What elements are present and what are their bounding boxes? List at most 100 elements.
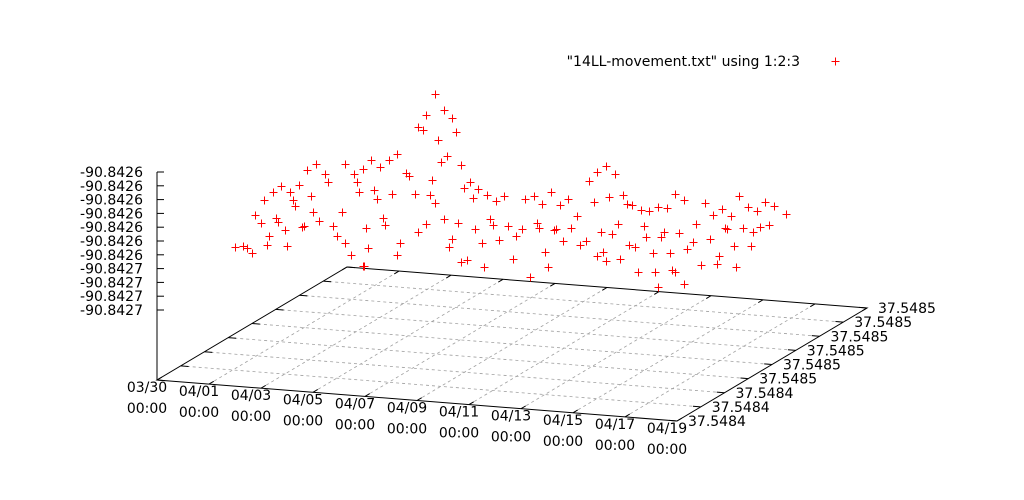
data-point-plus (460, 184, 469, 193)
data-point-plus (680, 196, 689, 205)
data-point-plus (597, 228, 606, 237)
data-point-plus (593, 252, 602, 261)
data-point-plus (272, 214, 281, 223)
data-point-plus (651, 268, 660, 277)
data-point-plus (422, 111, 431, 120)
data-point-plus (277, 182, 286, 191)
data-point-plus (721, 224, 730, 233)
z-tick-label: -90.8427 (80, 275, 143, 291)
x-tick-label: 00:00 (231, 409, 271, 425)
data-point-plus (362, 224, 371, 233)
data-point-plus (749, 228, 758, 237)
x-tick (364, 393, 371, 397)
data-point-plus (602, 257, 611, 266)
data-point-plus (388, 190, 397, 199)
x-tick-label: 04/03 (231, 388, 271, 404)
x-tick-mirror (497, 278, 504, 283)
data-point-plus (608, 230, 617, 239)
data-point-plus (286, 188, 295, 197)
data-point-plus (730, 242, 739, 251)
data-point-plus (649, 249, 658, 258)
data-point-plus (706, 235, 715, 244)
data-point-plus (307, 192, 316, 201)
data-point-plus (701, 199, 710, 208)
x-tick-label: 04/15 (543, 413, 583, 429)
data-point-plus (283, 242, 292, 251)
data-point-plus (582, 237, 591, 246)
data-point-plus (437, 158, 446, 167)
data-point-plus (265, 232, 274, 241)
tick-labels: 03/30 00:00 04/01 00:00 04/03 00:00 04/05 00:00… (80, 165, 936, 458)
x-tick (312, 389, 319, 393)
data-point-plus (347, 251, 356, 260)
x-tick-label: 00:00 (543, 434, 583, 450)
x-tick-mirror (393, 270, 400, 275)
data-point-plus (385, 156, 394, 165)
data-point-plus (393, 150, 402, 159)
grid-line-y (323, 280, 844, 323)
data-point-plus (269, 188, 278, 197)
data-point-plus (309, 208, 318, 217)
data-point-plus (364, 244, 373, 253)
grid-line-x (364, 283, 556, 397)
y-tick (692, 405, 701, 408)
x-tick-mirror (549, 282, 556, 287)
x-tick (208, 380, 215, 385)
data-point-plus (585, 177, 594, 186)
x-tick-mirror (809, 303, 816, 308)
data-point-plus (709, 211, 718, 220)
data-point-plus (634, 268, 643, 277)
grid-line-y (251, 323, 773, 365)
x-tick-label: 04/07 (335, 396, 375, 412)
data-point-plus (547, 188, 556, 197)
data-point-plus (243, 244, 252, 253)
data-point-plus (623, 200, 632, 209)
data-point-plus (660, 228, 669, 237)
data-point-plus (315, 217, 324, 226)
grid-line-y (204, 351, 725, 394)
data-point-plus (541, 248, 550, 257)
data-point-plus (466, 178, 475, 187)
data-point-plus (663, 204, 672, 213)
data-point-plus (251, 211, 260, 220)
data-point-plus (448, 114, 457, 123)
grid-line-y (180, 365, 701, 408)
data-point-plus (360, 262, 369, 271)
x-tick-label: 04/11 (439, 405, 479, 421)
data-point-plus (680, 280, 689, 289)
data-point-plus (573, 212, 582, 221)
data-point-plus (552, 225, 561, 234)
data-point-plus (715, 252, 724, 261)
data-point-plus (605, 193, 614, 202)
data-point-plus (614, 220, 623, 229)
data-point-plus (452, 128, 461, 137)
data-point-plus (414, 123, 423, 132)
data-point-plus (599, 248, 608, 257)
data-point-plus (396, 239, 405, 248)
data-point-plus (645, 207, 654, 216)
data-point-plus (692, 220, 701, 229)
data-point-plus (544, 263, 553, 272)
data-point-plus (518, 225, 527, 234)
grid-line-y (275, 308, 796, 351)
data-point-plus (521, 195, 530, 204)
x-tick (520, 405, 527, 410)
data-point-plus (291, 202, 300, 211)
data-point-plus (231, 243, 240, 252)
data-point-plus (654, 203, 663, 212)
data-point-plus (419, 126, 428, 135)
data-point-plus (457, 258, 466, 267)
data-point-plus (471, 225, 480, 234)
data-point-plus (381, 221, 390, 230)
y-tick (835, 321, 844, 323)
y-tick-mirror (346, 266, 355, 269)
data-point-plus (248, 249, 257, 258)
y-tick-label: 37.5485 (831, 329, 889, 345)
x-tick-label: 00:00 (595, 438, 635, 454)
y-tick-label: 37.5485 (783, 358, 841, 374)
data-point-plus (257, 219, 266, 228)
x-tick-mirror (445, 274, 452, 279)
data-point-plus (478, 239, 487, 248)
data-point-plus (550, 226, 559, 235)
data-point-plus (321, 170, 330, 179)
